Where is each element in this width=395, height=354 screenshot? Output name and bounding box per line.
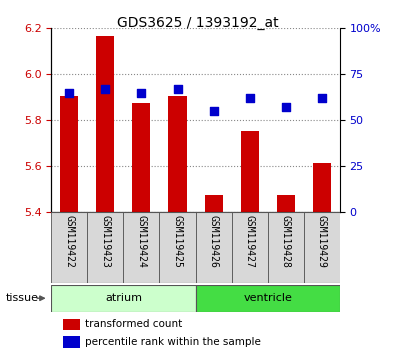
Point [138,90,145,96]
Text: GSM119424: GSM119424 [136,215,147,268]
Point [66,90,73,96]
Bar [304,212,340,283]
Text: GSM119422: GSM119422 [64,215,74,268]
Bar [51,285,196,312]
Bar [196,285,340,312]
Text: atrium: atrium [105,293,142,303]
Bar [205,195,222,212]
Bar [63,319,80,330]
Bar [123,212,160,283]
Bar [231,212,267,283]
Bar [60,96,78,212]
Text: GSM119423: GSM119423 [100,215,111,268]
Point [282,105,289,110]
Bar [169,96,186,212]
Text: GSM119427: GSM119427 [245,215,255,268]
Point [174,86,181,92]
Bar [196,212,231,283]
Bar [160,212,196,283]
Text: GDS3625 / 1393192_at: GDS3625 / 1393192_at [117,16,278,30]
Bar [241,131,259,212]
Bar [276,195,295,212]
Text: tissue: tissue [6,293,39,303]
Bar [267,212,304,283]
Bar [96,36,115,212]
Bar [63,336,80,348]
Text: percentile rank within the sample: percentile rank within the sample [85,337,260,347]
Bar [132,103,150,212]
Point [246,96,253,101]
Bar [313,163,331,212]
Point [318,96,325,101]
Point [211,108,217,114]
Bar [51,212,87,283]
Point [102,86,109,92]
Bar [87,212,123,283]
Text: transformed count: transformed count [85,319,182,329]
Text: GSM119429: GSM119429 [317,215,327,268]
Text: GSM119428: GSM119428 [280,215,291,268]
Text: GSM119426: GSM119426 [209,215,218,268]
Text: ventricle: ventricle [243,293,292,303]
Text: GSM119425: GSM119425 [173,215,182,268]
